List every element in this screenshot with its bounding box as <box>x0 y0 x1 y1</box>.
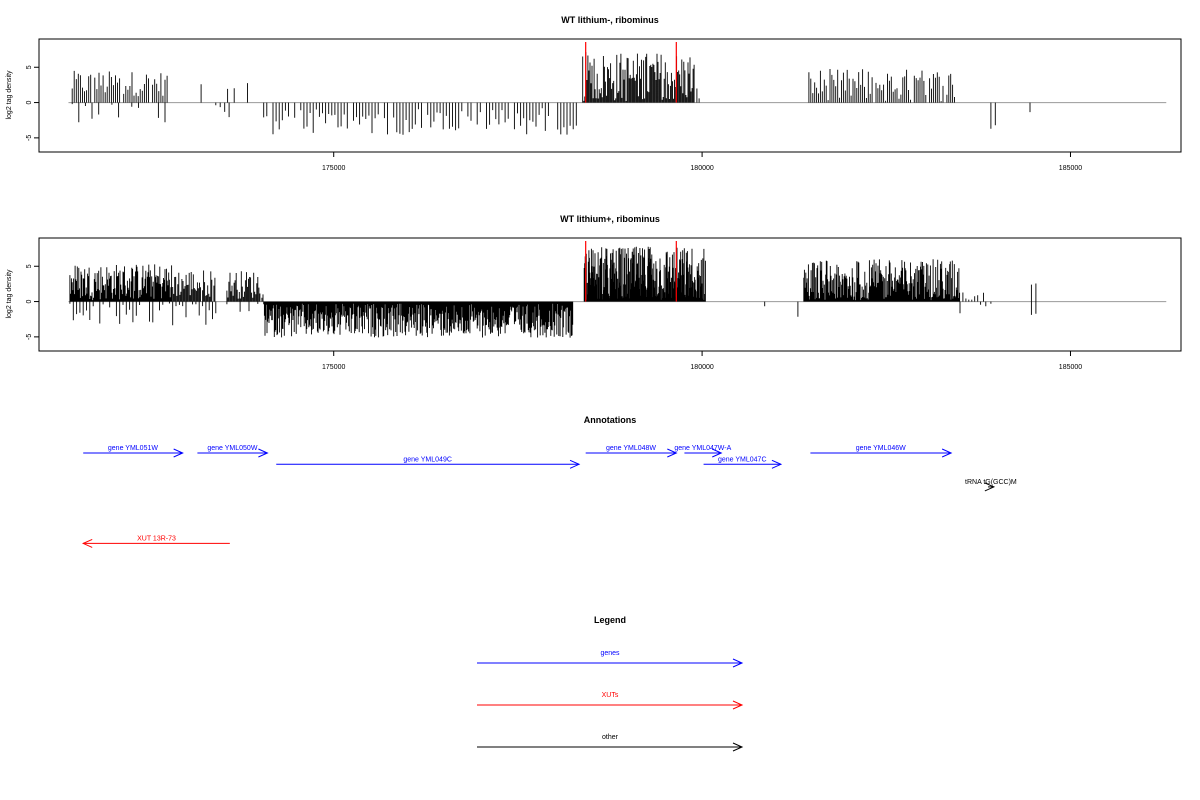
feature-gene: gene YML047C <box>703 456 783 469</box>
y-axis-label: log2 tag density <box>6 70 13 120</box>
y-tick-label: -5 <box>26 334 33 340</box>
legend-entry-xut: XUTs <box>477 692 744 710</box>
feature-gene: gene YML049C <box>276 456 581 469</box>
annotations-title: Annotations <box>584 415 637 425</box>
y-tick-label: 5 <box>26 65 33 69</box>
feature-label: gene YML050W <box>207 445 257 452</box>
legend-label: genes <box>600 650 620 657</box>
annotations-panel: Annotations gene YML051W gene YML050Wgene… <box>81 415 1017 548</box>
axes: -5 0 5 175000 180000 185000 <box>26 264 1082 371</box>
feature-gene: gene YML046W <box>810 445 953 458</box>
feature-label: XUT 13R-73 <box>137 535 176 542</box>
x-tick-label: 180000 <box>690 364 713 371</box>
legend-entry-gene: genes <box>477 650 744 668</box>
x-tick-label: 180000 <box>690 165 713 172</box>
y-tick-label: 0 <box>26 101 33 105</box>
x-tick-label: 185000 <box>1059 364 1082 371</box>
plot-frame <box>38 38 1182 153</box>
legend: Legend genes XUTs other <box>477 615 744 752</box>
feature-label: gene YML046W <box>856 445 906 452</box>
legend-entries: genes XUTs other <box>477 650 744 752</box>
x-tick-label: 175000 <box>322 364 345 371</box>
feature-label: gene YML051W <box>108 445 158 452</box>
track-panel-lithium-plus: WT lithium+, ribominus log2 tag density … <box>6 214 1182 371</box>
density-bars <box>71 52 1031 135</box>
feature-gene: gene YML051W <box>83 445 184 458</box>
legend-entry-other: other <box>477 734 744 752</box>
feature-list: gene YML051W gene YML050W gene YML049C gene… <box>81 445 1017 548</box>
track-title: WT lithium-, ribominus <box>561 15 659 25</box>
feature-label: tRNA tG(GCC)M <box>965 479 1017 486</box>
legend-label: XUTs <box>602 692 619 699</box>
x-tick-label: 175000 <box>322 165 345 172</box>
density-bars <box>69 246 1037 338</box>
feature-label: gene YML048W <box>606 445 656 452</box>
plot-frame <box>38 237 1182 352</box>
feature-label: gene YML049C <box>403 456 452 463</box>
y-axis-label: log2 tag density <box>6 269 13 319</box>
feature-gene: gene YML048W <box>585 445 678 458</box>
bar-marks <box>68 241 1167 338</box>
legend-title: Legend <box>594 615 626 625</box>
feature-xut: XUT 13R-73 <box>81 535 230 548</box>
feature-label: gene YML047W-A <box>674 445 731 452</box>
feature-gene: gene YML047W-A <box>674 445 732 458</box>
axes: -5 0 5 175000 180000 185000 <box>26 65 1082 172</box>
track-panel-lithium-minus: WT lithium-, ribominus log2 tag density … <box>6 15 1182 172</box>
legend-label: other <box>602 734 619 741</box>
feature-gene: gene YML050W <box>197 445 269 458</box>
track-title: WT lithium+, ribominus <box>560 214 660 224</box>
feature-other: tRNA tG(GCC)M <box>965 479 1017 492</box>
feature-label: gene YML047C <box>718 456 767 463</box>
y-tick-label: 0 <box>26 300 33 304</box>
y-tick-label: -5 <box>26 135 33 141</box>
bar-marks <box>68 42 1167 135</box>
x-tick-label: 185000 <box>1059 165 1082 172</box>
y-tick-label: 5 <box>26 264 33 268</box>
